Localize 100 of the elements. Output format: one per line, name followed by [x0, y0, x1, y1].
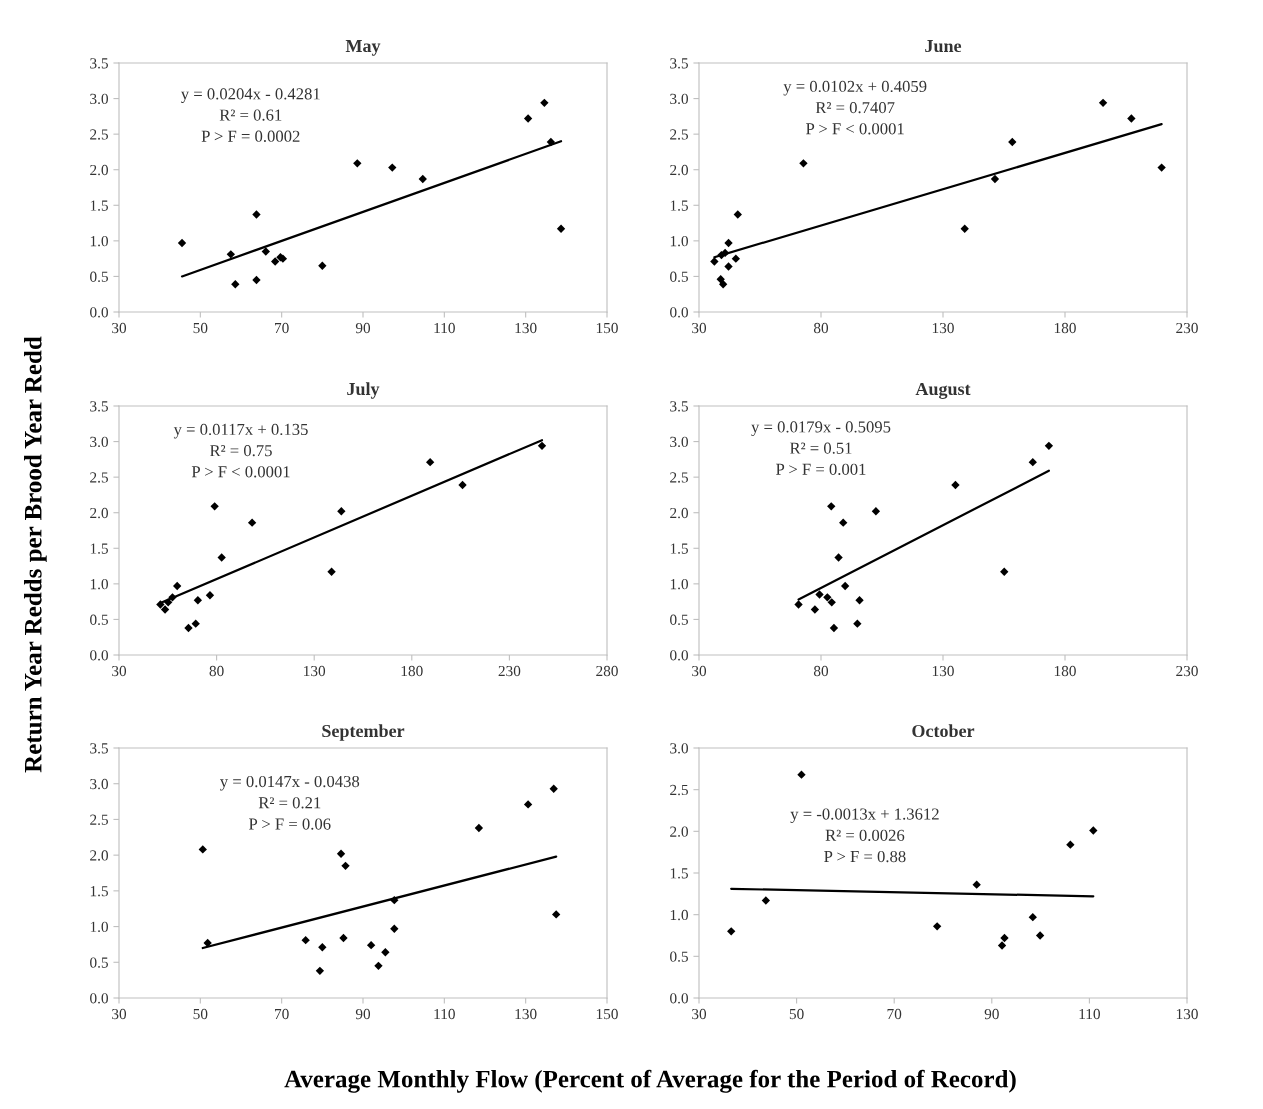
point	[337, 507, 346, 516]
y-tick-label: 0.0	[670, 650, 688, 661]
point	[960, 224, 969, 233]
point	[1008, 137, 1017, 147]
point	[537, 441, 547, 451]
point	[270, 257, 280, 266]
y-tick-label: 0.0	[670, 993, 688, 1004]
point	[390, 924, 399, 933]
chart-title: July	[347, 382, 380, 399]
x-tick-label: 70	[275, 1008, 289, 1020]
y-axis-title: Return Year Redds per Brood Year Redd	[24, 336, 47, 773]
point	[1000, 933, 1009, 943]
y-tick-label: 2.0	[670, 507, 688, 519]
point	[556, 224, 566, 233]
point	[425, 458, 435, 467]
x-tick-label: 30	[692, 322, 707, 334]
annotation: R² = 0.61	[219, 109, 282, 121]
point	[374, 961, 383, 971]
y-tick-label: 0.0	[90, 993, 108, 1004]
point	[827, 598, 836, 607]
y-tick-label: 2.5	[670, 129, 688, 140]
y-tick-label: 3.5	[90, 58, 108, 69]
point	[829, 623, 839, 633]
chart-title: August	[915, 382, 971, 399]
annotation: R² = 0.21	[258, 797, 321, 809]
x-tick-label: 130	[515, 322, 537, 334]
x-tick-label: 90	[355, 1008, 371, 1020]
chart-title: May	[345, 40, 381, 56]
y-tick-label: 2.0	[90, 507, 108, 519]
point	[552, 910, 561, 919]
annotation: y = 0.0102x + 0.4059	[783, 80, 927, 96]
x-tick-label: 230	[498, 665, 521, 677]
point	[205, 591, 215, 600]
point	[1000, 567, 1009, 576]
y-tick-label: 0.0	[670, 307, 688, 318]
point	[198, 845, 207, 854]
point	[388, 163, 397, 172]
y-tick-label: 2.0	[90, 850, 108, 861]
y-tick-label: 3.5	[90, 401, 108, 412]
point	[855, 596, 864, 605]
x-tick-label: 30	[692, 1008, 707, 1020]
y-tick-label: 0.5	[90, 957, 108, 968]
annotation: y = 0.0117x + 0.135	[173, 423, 308, 439]
point	[226, 250, 235, 259]
point	[193, 596, 203, 605]
point	[523, 114, 533, 123]
point	[951, 480, 960, 490]
annotation: y = 0.0204x - 0.4281	[180, 88, 320, 103]
point	[1028, 913, 1037, 922]
point	[191, 619, 200, 628]
point	[810, 605, 820, 614]
annotation: P > F = 0.0002	[201, 130, 300, 142]
y-tick-label: 1.0	[90, 236, 108, 247]
annotation: R² = 0.7407	[815, 101, 895, 114]
annotation: R² = 0.51	[789, 442, 852, 454]
y-tick-label: 3.0	[90, 436, 108, 448]
point	[834, 553, 843, 562]
point	[839, 518, 848, 527]
annotation: y = 0.0179x - 0.5095	[751, 421, 891, 436]
x-tick-label: 150	[596, 1008, 618, 1020]
y-tick-label: 1.5	[90, 543, 108, 554]
y-tick-label: 3.0	[670, 743, 688, 754]
point	[840, 581, 850, 591]
x-tick-label: 130	[304, 665, 326, 677]
y-tick-label: 1.5	[670, 543, 688, 554]
annotation: P > F = 0.06	[249, 818, 331, 830]
x-tick-label: 50	[789, 1008, 804, 1020]
annotation: R² = 0.0026	[825, 829, 905, 841]
point	[523, 800, 533, 809]
point	[799, 159, 808, 168]
point	[1028, 458, 1037, 467]
point	[336, 849, 346, 858]
point	[716, 275, 725, 284]
y-tick-label: 1.0	[90, 921, 108, 933]
point	[827, 502, 836, 511]
point	[318, 943, 327, 952]
x-tick-label: 90	[984, 1008, 999, 1020]
y-tick-label: 3.5	[670, 58, 688, 69]
y-tick-label: 3.5	[670, 401, 688, 412]
x-tick-label: 110	[434, 1008, 455, 1020]
x-tick-label: 230	[1176, 665, 1198, 677]
x-tick-label: 280	[596, 665, 618, 677]
y-tick-label: 2.5	[90, 129, 108, 140]
chart-title: September	[322, 724, 405, 741]
x-tick-label: 30	[112, 322, 127, 334]
y-tick-label: 0.0	[90, 650, 108, 661]
y-tick-label: 1.0	[90, 579, 108, 590]
point	[823, 593, 832, 602]
x-tick-label: 80	[813, 322, 829, 334]
point	[733, 210, 742, 219]
point	[549, 784, 558, 793]
point	[318, 261, 327, 270]
point	[724, 262, 733, 271]
x-tick-label: 180	[401, 665, 423, 677]
point	[184, 623, 193, 633]
point	[177, 238, 187, 248]
point	[418, 174, 427, 184]
y-tick-label: 0.5	[670, 614, 688, 625]
annotation: y = 0.0147x - 0.0438	[220, 775, 360, 791]
x-tick-label: 50	[193, 1008, 208, 1020]
